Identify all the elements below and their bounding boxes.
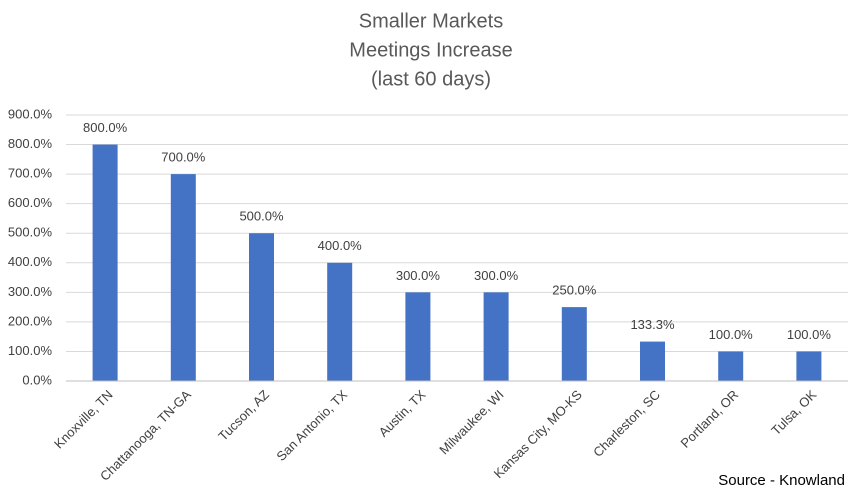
y-tick-label: 700.0% xyxy=(8,166,53,181)
y-tick-label: 100.0% xyxy=(8,343,53,358)
bar xyxy=(483,292,509,381)
chart-title: Meetings Increase xyxy=(349,39,512,61)
data-label: 133.3% xyxy=(630,317,675,332)
data-label: 100.0% xyxy=(787,327,832,342)
bar xyxy=(718,351,744,381)
data-label: 500.0% xyxy=(239,209,284,224)
data-label: 700.0% xyxy=(161,150,206,165)
y-tick-label: 600.0% xyxy=(8,195,53,210)
chart-title: (last 60 days) xyxy=(371,68,491,90)
y-tick-label: 900.0% xyxy=(8,106,53,121)
data-label: 300.0% xyxy=(474,268,519,283)
data-label: 400.0% xyxy=(318,238,363,253)
y-tick-label: 200.0% xyxy=(8,313,53,328)
bar xyxy=(561,307,587,381)
data-label: 100.0% xyxy=(709,327,754,342)
bar xyxy=(640,341,665,381)
source-note: Source - Knowland xyxy=(718,472,845,489)
bar xyxy=(327,262,353,381)
data-label: 250.0% xyxy=(552,283,597,298)
y-tick-label: 800.0% xyxy=(8,136,53,151)
bar xyxy=(92,144,118,381)
chart-title: Smaller Markets xyxy=(359,10,503,32)
bar xyxy=(405,292,431,381)
y-tick-label: 500.0% xyxy=(8,225,53,240)
y-tick-label: 0.0% xyxy=(22,372,52,387)
y-tick-label: 400.0% xyxy=(8,254,53,269)
data-label: 800.0% xyxy=(83,120,128,135)
bar xyxy=(170,174,196,381)
y-tick-label: 300.0% xyxy=(8,284,53,299)
data-label: 300.0% xyxy=(396,268,441,283)
bar xyxy=(249,233,274,381)
bar xyxy=(796,351,822,381)
